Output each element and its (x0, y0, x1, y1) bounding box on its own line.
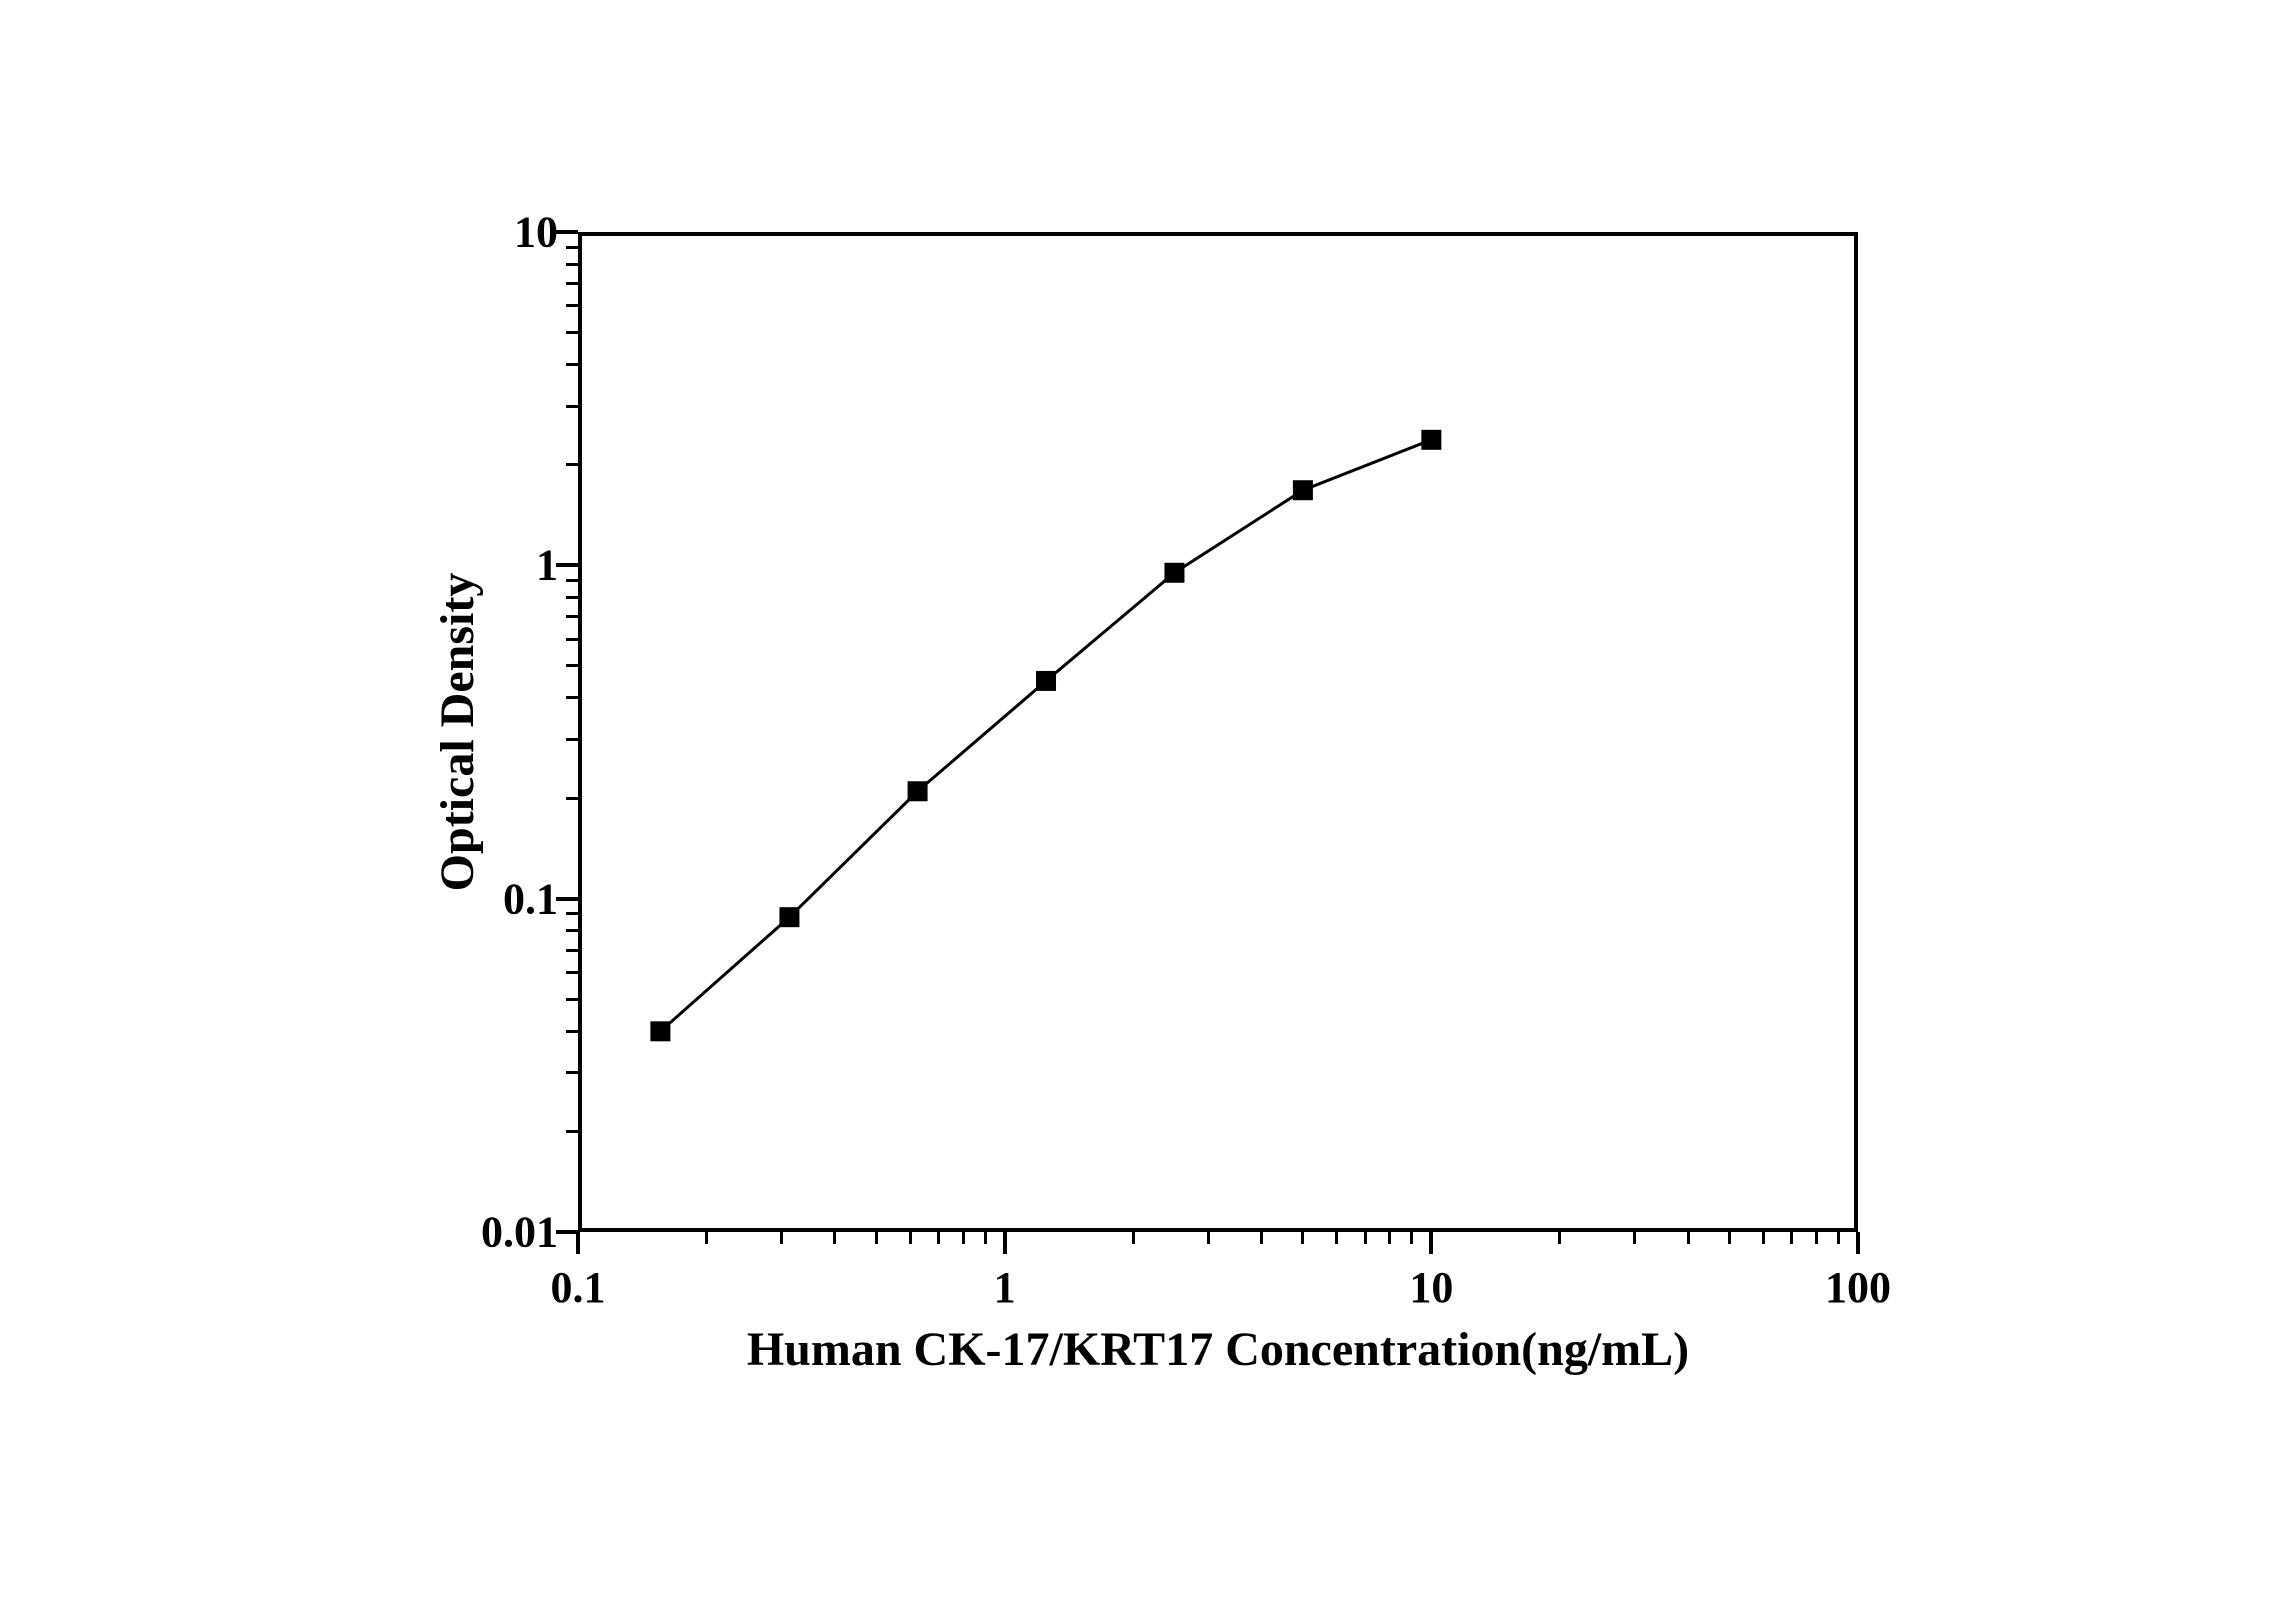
x-tick-minor (1301, 1232, 1304, 1244)
y-tick-major (556, 1230, 578, 1234)
x-tick-minor (1260, 1232, 1263, 1244)
x-tick-label: 1 (994, 1262, 1016, 1313)
x-tick-minor (909, 1232, 912, 1244)
y-tick-minor (566, 912, 578, 915)
data-marker (779, 907, 799, 927)
data-marker (1293, 480, 1313, 500)
x-tick-major (1856, 1232, 1860, 1254)
x-tick-minor (1364, 1232, 1367, 1244)
y-tick-label: 10 (514, 207, 558, 258)
y-axis-label: Optical Density (430, 573, 485, 892)
y-tick-minor (566, 463, 578, 466)
x-tick-minor (780, 1232, 783, 1244)
x-tick-label: 10 (1409, 1262, 1453, 1313)
x-tick-major (1429, 1232, 1433, 1254)
y-tick-label: 0.01 (481, 1207, 558, 1258)
y-tick-minor (566, 998, 578, 1001)
y-tick-minor (566, 304, 578, 307)
x-tick-minor (1728, 1232, 1731, 1244)
data-line (660, 440, 1431, 1032)
x-tick-minor (705, 1232, 708, 1244)
y-tick-minor (566, 971, 578, 974)
y-tick-major (556, 230, 578, 234)
x-tick-label: 0.1 (551, 1262, 606, 1313)
data-marker (1164, 563, 1184, 583)
x-tick-minor (962, 1232, 965, 1244)
y-tick-minor (566, 263, 578, 266)
y-tick-minor (566, 331, 578, 334)
chart-container: Optical Density Human CK-17/KRT17 Concen… (248, 152, 2048, 1452)
x-tick-minor (1790, 1232, 1793, 1244)
x-tick-major (1003, 1232, 1007, 1254)
x-tick-minor (1837, 1232, 1840, 1244)
y-tick-minor (566, 638, 578, 641)
y-tick-minor (566, 579, 578, 582)
data-marker (1421, 430, 1441, 450)
y-tick-minor (566, 696, 578, 699)
x-tick-minor (1388, 1232, 1391, 1244)
x-tick-minor (1762, 1232, 1765, 1244)
y-tick-minor (566, 1071, 578, 1074)
y-tick-minor (566, 246, 578, 249)
y-tick-major (556, 897, 578, 901)
chart-svg (578, 232, 1858, 1232)
y-tick-minor (566, 363, 578, 366)
y-tick-minor (566, 664, 578, 667)
y-tick-minor (566, 596, 578, 599)
y-tick-minor (566, 738, 578, 741)
x-tick-minor (1633, 1232, 1636, 1244)
x-tick-label: 100 (1825, 1262, 1891, 1313)
x-tick-minor (875, 1232, 878, 1244)
x-tick-minor (1207, 1232, 1210, 1244)
y-tick-minor (566, 282, 578, 285)
y-tick-minor (566, 1030, 578, 1033)
x-tick-minor (1410, 1232, 1413, 1244)
x-axis-label: Human CK-17/KRT17 Concentration(ng/mL) (578, 1322, 1858, 1377)
x-tick-minor (1687, 1232, 1690, 1244)
x-tick-minor (1132, 1232, 1135, 1244)
y-tick-major (556, 563, 578, 567)
y-tick-minor (566, 1130, 578, 1133)
x-tick-minor (1335, 1232, 1338, 1244)
line-series (660, 440, 1431, 1032)
x-tick-minor (1558, 1232, 1561, 1244)
y-tick-minor (566, 797, 578, 800)
data-marker (650, 1021, 670, 1041)
y-tick-label: 1 (536, 540, 558, 591)
data-marker (1036, 671, 1056, 691)
y-tick-minor (566, 949, 578, 952)
markers (650, 430, 1441, 1042)
x-tick-major (576, 1232, 580, 1254)
x-tick-minor (937, 1232, 940, 1244)
y-tick-minor (566, 929, 578, 932)
y-tick-label: 0.1 (503, 873, 558, 924)
y-tick-minor (566, 405, 578, 408)
x-tick-minor (1815, 1232, 1818, 1244)
y-tick-minor (566, 615, 578, 618)
x-tick-minor (984, 1232, 987, 1244)
data-marker (908, 781, 928, 801)
x-tick-minor (833, 1232, 836, 1244)
